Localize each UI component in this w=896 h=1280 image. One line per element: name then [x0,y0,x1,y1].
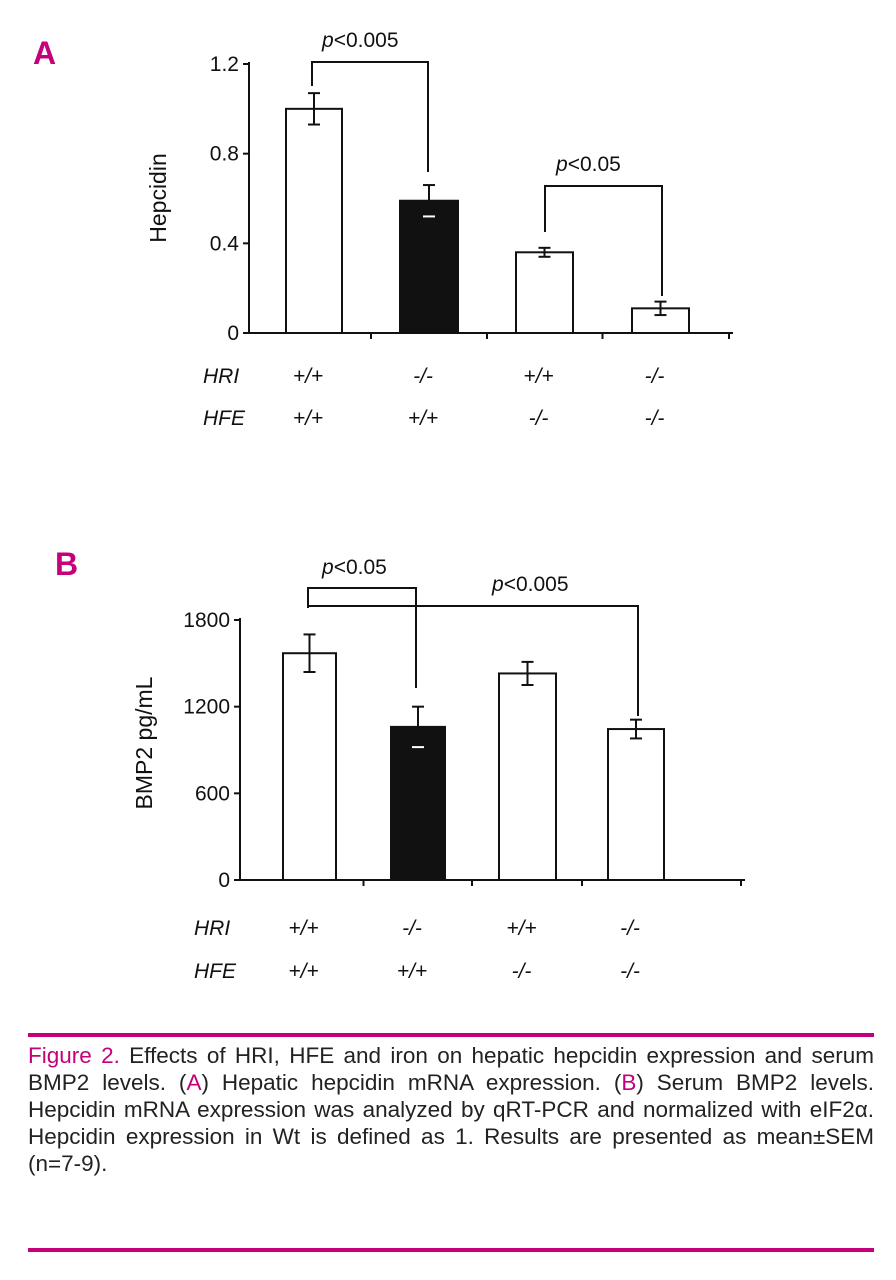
chart-panel-a: A 0 0.4 0.8 1.2 Hepcidin +/+ +/+ -/- +/+ +/+ -/- -/-… [33,29,733,430]
bar [282,652,337,881]
significance-bracket [307,605,639,716]
hri-genotype-label: -/- [413,365,433,388]
y-tick-label: 1.2 [210,53,239,76]
caption-bottom-rule [28,1248,874,1252]
p-symbol: p [321,29,334,52]
hri-genotype-label: +/+ [293,365,323,388]
y-tick-label: 600 [195,782,230,805]
hfe-genotype-label: -/- [620,960,640,983]
significance-bracket [307,587,417,688]
y-tick-label: 0.4 [210,232,240,255]
hri-genotype-label: -/- [620,917,640,940]
genotype-row-label: HRI [203,365,239,388]
p-symbol: p [491,573,504,596]
caption-figure-label: Figure 2. [28,1043,120,1068]
panel-label: B [55,546,78,582]
y-tick-label: 0 [227,322,239,345]
p-threshold: <0.005 [504,573,569,596]
p-threshold: <0.005 [334,29,399,52]
y-axis-label: BMP2 pg/mL [131,676,157,809]
caption-panel-b-ref: B [621,1070,637,1095]
genotype-row-label: HFE [203,407,246,430]
significance-label: p<0.005 [491,573,569,596]
hfe-genotype-label: +/+ [408,407,438,430]
significance-label: p<0.05 [321,556,387,579]
y-tick-label: 0 [218,869,230,892]
caption-panel-a-ref: A [186,1070,202,1095]
genotype-row-label: HRI [194,917,230,940]
genotype-row-label: HFE [194,960,237,983]
significance-label: p<0.05 [555,153,621,176]
hri-genotype-label: -/- [645,365,665,388]
caption-top-rule [28,1033,874,1037]
bar [515,251,574,334]
p-threshold: <0.05 [568,153,621,176]
y-tick-label: 1800 [183,609,230,632]
panel-label: A [33,35,56,71]
hri-genotype-label: +/+ [288,917,318,940]
chart-panel-b: B 0 600 1200 1800 BMP2 pg/mL +/+ +/+ -/- +/+ +/+ -/… [55,546,745,983]
hri-genotype-label: +/+ [506,917,536,940]
significance-bracket [544,185,663,296]
bar [631,307,690,335]
hri-genotype-label: -/- [402,917,422,940]
hfe-genotype-label: -/- [645,407,665,430]
caption-text-3: ) Serum BMP2 levels. Hepcidin mRNA expre… [28,1070,875,1176]
bar [285,107,343,335]
hfe-genotype-label: +/+ [293,407,323,430]
hfe-genotype-label: +/+ [288,960,318,983]
hri-genotype-label: +/+ [523,365,553,388]
bar [399,199,459,334]
y-axis-label: Hepcidin [145,153,171,243]
bar [390,725,446,882]
hfe-genotype-label: +/+ [397,960,427,983]
y-tick-label: 1200 [183,696,230,719]
p-symbol: p [321,556,334,579]
significance-label: p<0.005 [321,29,399,52]
significance-bracket [311,61,429,172]
hfe-genotype-label: -/- [512,960,532,983]
bar [498,672,557,882]
p-threshold: <0.05 [334,556,387,579]
figure-caption: Figure 2. Effects of HRI, HFE and iron o… [28,1042,874,1177]
bar [607,728,665,881]
caption-text-1: Effects of HRI, HFE and iron on hepatic … [28,1043,874,1095]
p-symbol: p [555,153,568,176]
caption-text-2: ) Hepatic hepcidin mRNA expression. ( [201,1070,622,1095]
hfe-genotype-label: -/- [529,407,549,430]
y-tick-label: 0.8 [210,143,239,166]
